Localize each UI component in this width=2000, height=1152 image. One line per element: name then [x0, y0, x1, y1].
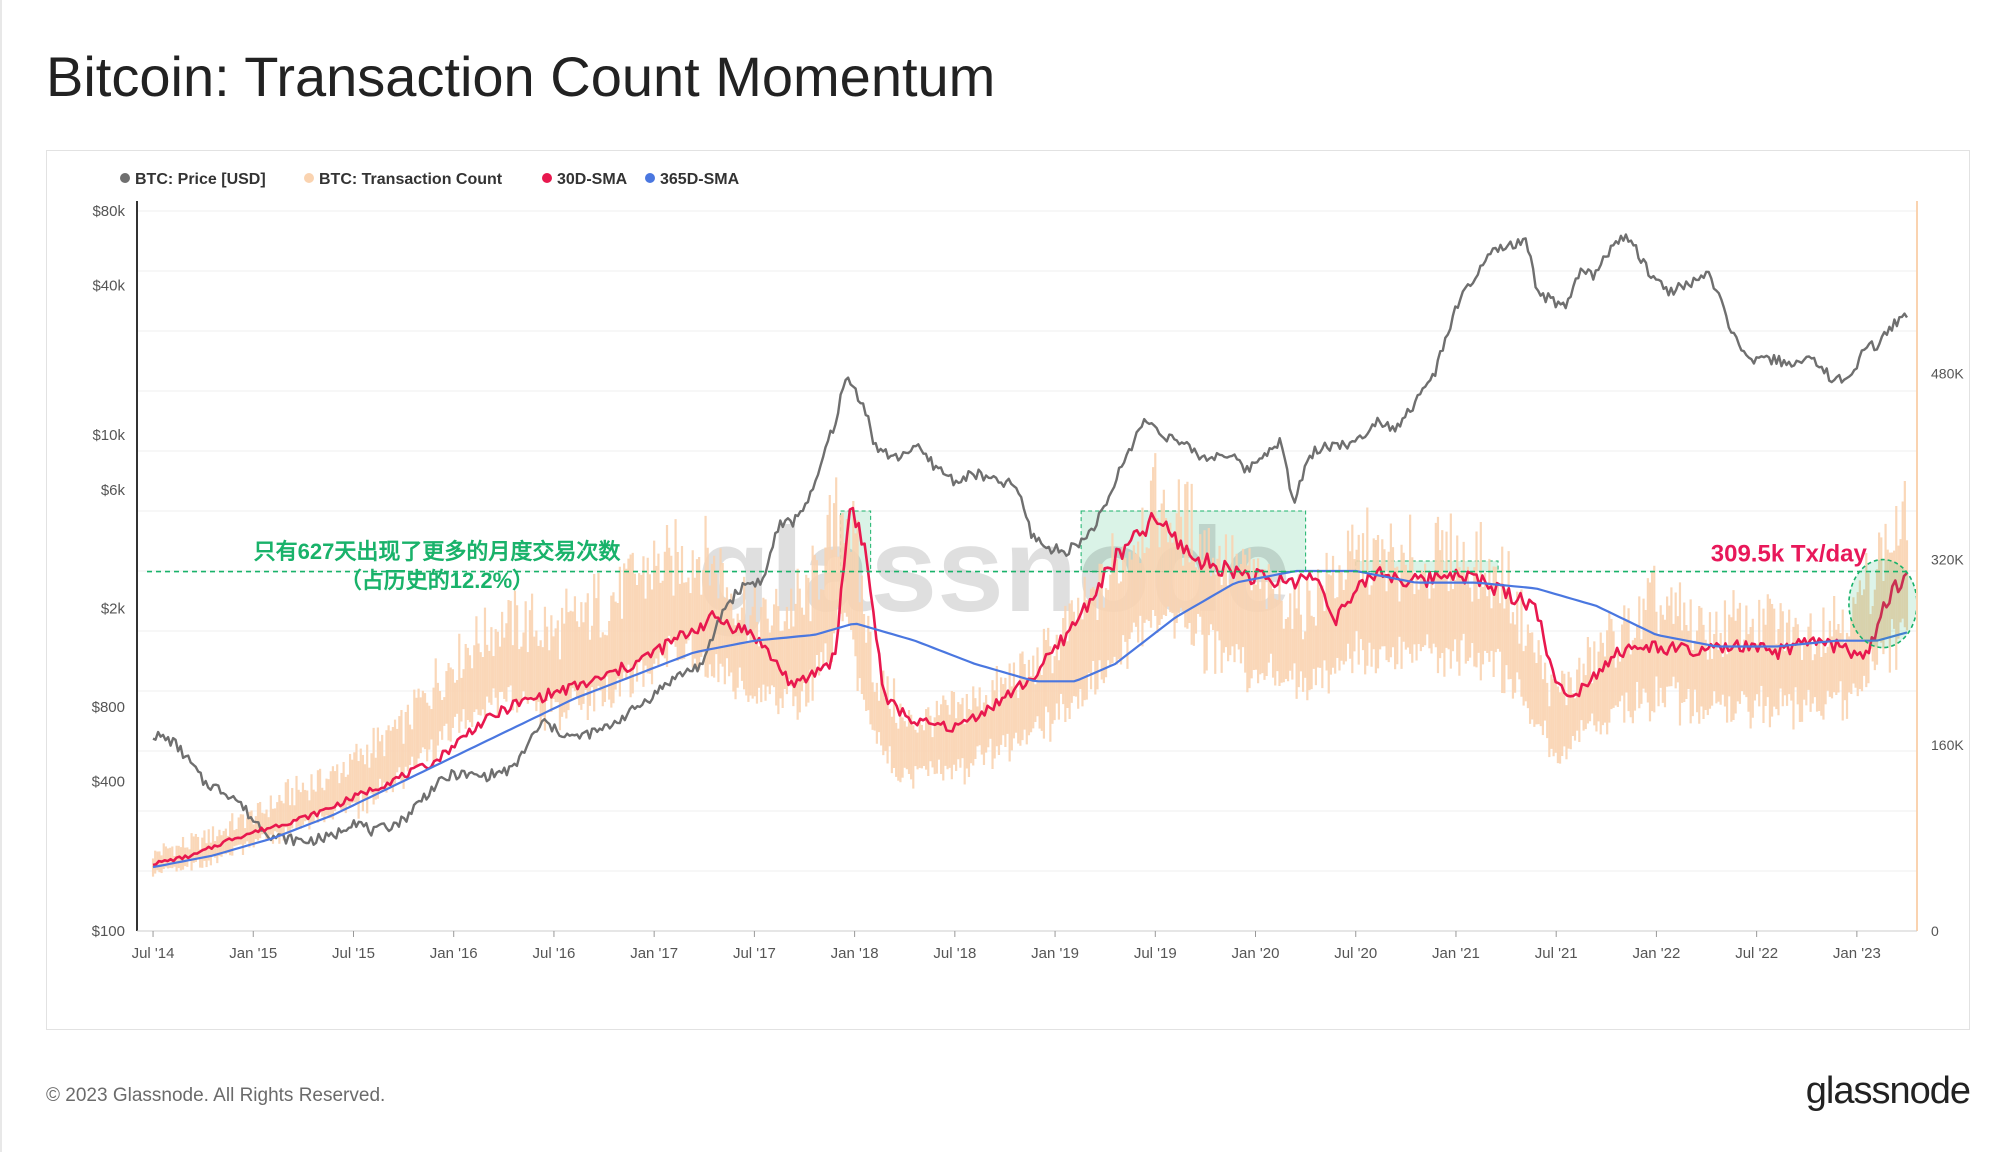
legend-dot — [542, 173, 552, 183]
x-tick-label: Jul '14 — [132, 945, 175, 962]
x-tick-label: Jan '20 — [1232, 945, 1280, 962]
x-tick-label: Jul '19 — [1134, 945, 1177, 962]
x-tick-label: Jul '16 — [532, 945, 575, 962]
y-left-tick-label: $100 — [92, 923, 125, 940]
y-left-tick-label: $80k — [92, 203, 125, 220]
x-tick-label: Jul '15 — [332, 945, 375, 962]
x-tick-label: Jul '18 — [933, 945, 976, 962]
x-tick-label: Jan '21 — [1432, 945, 1480, 962]
x-tick-label: Jan '19 — [1031, 945, 1079, 962]
x-tick-label: Jan '17 — [630, 945, 678, 962]
y-left-tick-label: $40k — [92, 278, 125, 295]
x-tick-label: Jan '22 — [1632, 945, 1680, 962]
y-left-tick-label: $2k — [101, 600, 126, 617]
y-right-tick-label: 320K — [1931, 551, 1964, 567]
brand-logo: glassnode — [1805, 1070, 1971, 1112]
sma365-line — [152, 569, 1908, 869]
x-tick-label: Jul '22 — [1735, 945, 1778, 962]
legend-item[interactable]: BTC: Transaction Count — [304, 171, 503, 188]
x-tick-label: Jan '16 — [430, 945, 478, 962]
x-tick-label: Jan '15 — [229, 945, 277, 962]
legend[interactable]: BTC: Price [USD] BTC: Transaction Count 30… — [120, 171, 740, 188]
axes: $100 $400 $800 $2k $6k $10k $40k $80k 0 160K 320K 4… — [92, 201, 1964, 962]
x-tick-label: Jan '18 — [831, 945, 879, 962]
legend-item[interactable]: 30D-SMA — [542, 171, 628, 188]
x-tick-label: Jul '17 — [733, 945, 776, 962]
legend-dot — [645, 173, 655, 183]
legend-item[interactable]: 365D-SMA — [645, 171, 740, 188]
x-tick-label: Jul '20 — [1334, 945, 1377, 962]
legend-label: 365D-SMA — [660, 171, 740, 188]
legend-dot — [304, 173, 314, 183]
legend-dot — [120, 173, 130, 183]
recent-highlight-ellipse — [1848, 558, 1918, 649]
legend-label: BTC: Price [USD] — [135, 171, 266, 188]
legend-label: BTC: Transaction Count — [319, 171, 503, 188]
y-right-tick-label: 0 — [1931, 923, 1939, 939]
y-left-tick-label: $800 — [92, 699, 125, 716]
y-left-tick-label: $6k — [101, 482, 126, 499]
price-line — [152, 233, 1909, 847]
page-title: Bitcoin: Transaction Count Momentum — [46, 45, 996, 108]
x-tick-label: Jan '23 — [1833, 945, 1881, 962]
annotation-current-tx: 309.5k Tx/day — [1711, 541, 1868, 568]
price-series — [152, 233, 1909, 847]
chart-svg: glassnode $100$400$800$2k$6k$10k$40k$80k… — [92, 171, 1965, 962]
copyright-footer: © 2023 Glassnode. All Rights Reserved. — [46, 1085, 386, 1106]
y-right-tick-label: 480K — [1931, 366, 1964, 382]
sma365-series — [152, 569, 1908, 869]
legend-label: 30D-SMA — [557, 171, 628, 188]
y-right-tick-label: 160K — [1931, 737, 1964, 753]
legend-item[interactable]: BTC: Price [USD] — [120, 171, 266, 188]
annotation-cn-line2: （占历史的12.2%） — [340, 568, 534, 593]
y-left-tick-label: $400 — [92, 774, 125, 791]
annotation-cn-line1: 只有627天出现了更多的月度交易次数 — [254, 539, 622, 564]
x-tick-label: Jul '21 — [1535, 945, 1578, 962]
chart-panel: glassnode $100 $400 $800 $2k $6k $10k $40k $80k… — [46, 150, 1970, 1030]
y-left-tick-label: $10k — [92, 427, 125, 444]
annotations: 只有627天出现了更多的月度交易次数 （占历史的12.2%） 309.5k Tx/d… — [254, 539, 1868, 593]
